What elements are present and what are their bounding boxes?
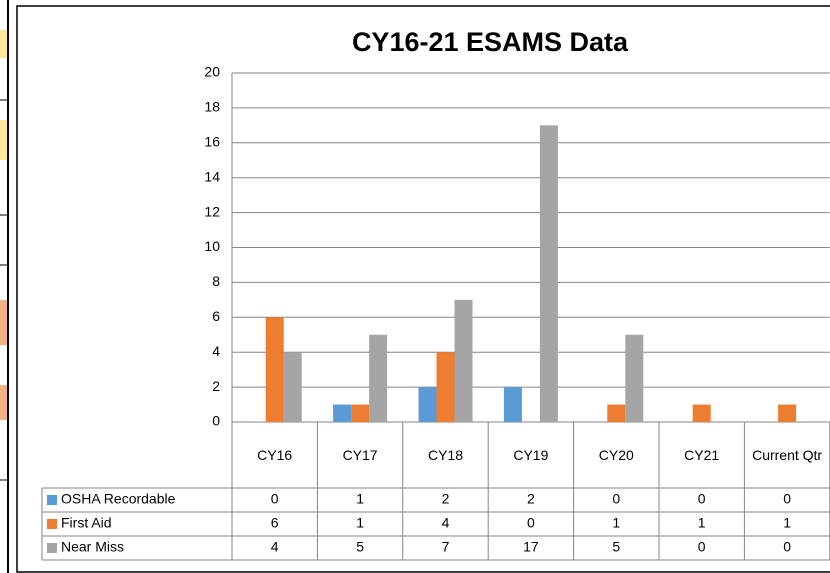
bar <box>418 387 437 422</box>
bar <box>436 352 455 422</box>
x-tick-label-box: Current Qtr <box>752 446 823 463</box>
table-cell: 0 <box>783 539 791 555</box>
y-tick-label: 12 <box>204 203 220 219</box>
y-tick-label: 6 <box>212 308 220 324</box>
table-cell: 4 <box>271 539 279 555</box>
bar <box>778 404 797 422</box>
bar <box>692 404 711 422</box>
table-cell: 1 <box>698 515 706 531</box>
table-cell: 0 <box>783 491 791 507</box>
x-tick-label-box: CY16 <box>257 446 293 463</box>
x-tick-label: CY18 <box>427 446 463 463</box>
table-cell: 1 <box>356 491 364 507</box>
bar <box>333 404 352 422</box>
y-tick-label: 2 <box>212 378 220 394</box>
chart-title: CY16-21 ESAMS Data <box>352 27 629 57</box>
y-tick-label: 0 <box>212 413 220 429</box>
y-tick-label: 10 <box>204 238 220 254</box>
table-cell: 17 <box>523 539 539 555</box>
table-cell: 0 <box>527 515 535 531</box>
y-tick-label: 20 <box>204 64 220 80</box>
legend-key <box>47 543 57 553</box>
y-tick-label: 16 <box>204 134 220 150</box>
bar <box>351 404 370 422</box>
x-tick-label: CY20 <box>598 446 634 463</box>
table-cell: 1 <box>356 515 364 531</box>
y-tick-label: 8 <box>212 273 220 289</box>
x-tick-label-box: CY18 <box>427 446 463 463</box>
bar <box>503 387 522 422</box>
table-cell: 7 <box>442 539 450 555</box>
x-tick-label: CY21 <box>684 446 720 463</box>
table-cell: 2 <box>527 491 535 507</box>
y-tick-label: 18 <box>204 99 220 115</box>
table-cell: 5 <box>356 539 364 555</box>
cropped-edge <box>0 0 9 573</box>
bar <box>369 334 388 422</box>
bar <box>625 334 644 422</box>
table-cell: 2 <box>442 491 450 507</box>
x-tick-label-box: CY19 <box>513 446 549 463</box>
bar <box>539 125 558 422</box>
y-tick-label: 14 <box>204 168 220 184</box>
x-tick-label-box: CY21 <box>684 446 720 463</box>
legend-label: First Aid <box>61 515 112 531</box>
table-cell: 0 <box>698 491 706 507</box>
x-tick-label: CY17 <box>342 446 378 463</box>
x-tick-label-box: CY17 <box>342 446 378 463</box>
bar <box>454 299 473 422</box>
chart-border <box>16 5 830 573</box>
y-tick-label: 4 <box>212 343 220 359</box>
x-tick-label: CY19 <box>513 446 549 463</box>
table-cell: 0 <box>698 539 706 555</box>
x-tick-label: Current Qtr <box>752 446 823 463</box>
table-cell: 4 <box>442 515 450 531</box>
bar <box>607 404 626 422</box>
x-tick-label: CY16 <box>257 446 293 463</box>
legend-label: OSHA Recordable <box>61 491 176 507</box>
bar <box>283 352 302 422</box>
x-tick-label-box: CY20 <box>598 446 634 463</box>
legend-key <box>47 495 57 505</box>
legend-key <box>47 519 57 529</box>
bar <box>265 317 284 422</box>
table-cell: 5 <box>612 539 620 555</box>
table-cell: 1 <box>783 515 791 531</box>
table-cell: 6 <box>271 515 279 531</box>
legend-label: Near Miss <box>61 539 124 555</box>
table-cell: 1 <box>612 515 620 531</box>
table-cell: 0 <box>612 491 620 507</box>
table-cell: 0 <box>271 491 279 507</box>
